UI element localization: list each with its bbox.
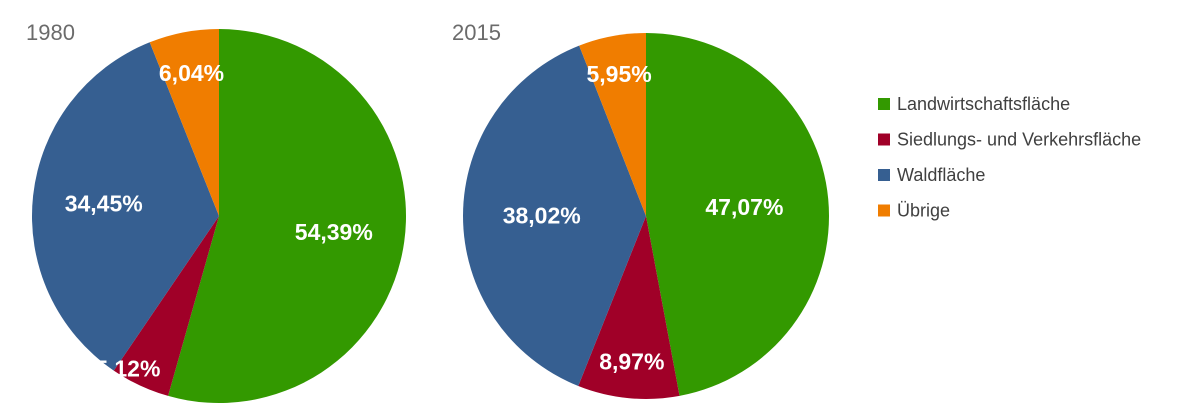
pie-slice-uebrige bbox=[579, 33, 646, 216]
legend: Landwirtschaftsfläche Siedlungs- und Verk… bbox=[878, 94, 1141, 221]
chart-title: 2015 bbox=[452, 20, 501, 45]
data-label-waldflaeche: 38,02% bbox=[503, 203, 581, 229]
data-label-uebrige: 6,04% bbox=[159, 60, 224, 86]
legend-swatch bbox=[878, 98, 890, 110]
data-label-waldflaeche: 34,45% bbox=[65, 190, 143, 216]
legend-label: Waldfläche bbox=[897, 165, 985, 185]
legend-item-uebrige: Übrige bbox=[878, 201, 950, 221]
legend-label: Übrige bbox=[897, 201, 950, 221]
pie-slice-landwirtschaftsflaeche bbox=[168, 29, 407, 404]
data-label-siedlungs-und-verkehrsflaeche: 5,12% bbox=[95, 356, 160, 382]
pie-slice-waldflaeche bbox=[463, 45, 646, 386]
data-label-siedlungs-und-verkehrsflaeche: 8,97% bbox=[599, 349, 664, 375]
legend-label: Landwirtschaftsfläche bbox=[897, 94, 1070, 114]
pie-slice-siedlungs-und-verkehrsflaeche bbox=[113, 216, 219, 396]
legend-label: Siedlungs- und Verkehrsfläche bbox=[897, 130, 1141, 150]
pie-chart-1980: 1980 54,39% 5,12% 34,45% 6,04% bbox=[26, 20, 407, 404]
legend-swatch bbox=[878, 133, 890, 146]
pie-chart-2015: 2015 47,07% 8,97% 38,02% 5,95% bbox=[452, 20, 830, 399]
data-label-landwirtschaftsflaeche: 54,39% bbox=[295, 219, 373, 245]
legend-swatch bbox=[878, 169, 890, 181]
data-label-uebrige: 5,95% bbox=[586, 61, 651, 87]
legend-item-waldflaeche: Waldfläche bbox=[878, 165, 985, 185]
pie-slice-siedlungs-und-verkehrsflaeche bbox=[578, 216, 680, 399]
legend-swatch bbox=[878, 204, 890, 217]
pie-slice-uebrige bbox=[149, 29, 219, 216]
pie-slice-landwirtschaftsflaeche bbox=[646, 32, 830, 396]
chart-title: 1980 bbox=[26, 20, 75, 45]
pie-slice-waldflaeche bbox=[31, 42, 219, 371]
data-label-landwirtschaftsflaeche: 47,07% bbox=[705, 194, 783, 220]
legend-item-landwirtschaftsflaeche: Landwirtschaftsfläche bbox=[878, 94, 1070, 114]
legend-item-siedlungs-und-verkehrsflaeche: Siedlungs- und Verkehrsfläche bbox=[878, 130, 1141, 150]
pies-layer: 1980 54,39% 5,12% 34,45% 6,04% 2015 47,07% 8,97… bbox=[26, 20, 830, 404]
